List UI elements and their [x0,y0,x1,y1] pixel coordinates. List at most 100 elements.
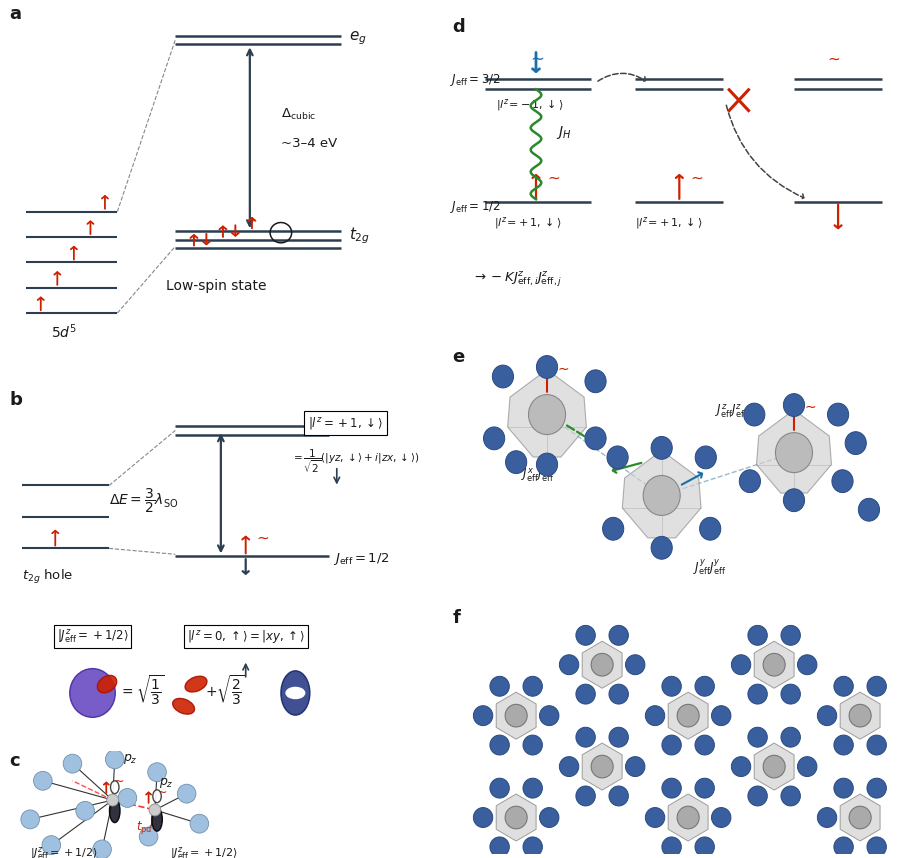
Circle shape [490,676,509,696]
Circle shape [662,778,681,798]
Circle shape [603,517,624,541]
Circle shape [797,757,817,776]
Circle shape [505,807,527,829]
Text: $=\dfrac{1}{\sqrt{2}}(|yz,\downarrow\rangle+i|zx,\downarrow\rangle)$: $=\dfrac{1}{\sqrt{2}}(|yz,\downarrow\ran… [292,447,420,475]
Circle shape [662,837,681,857]
Text: b: b [10,391,22,409]
Circle shape [776,432,813,473]
Circle shape [743,403,765,426]
Text: $\sim$: $\sim$ [154,784,167,797]
Text: $\sim$: $\sim$ [112,774,125,787]
Circle shape [118,789,137,807]
Circle shape [732,757,751,776]
Circle shape [867,778,886,798]
Circle shape [748,684,768,704]
Circle shape [76,801,94,820]
Circle shape [523,837,543,857]
Text: $|J^z_{\rm eff}=+1/2\rangle$: $|J^z_{\rm eff}=+1/2\rangle$ [57,628,129,645]
Circle shape [817,705,837,726]
Circle shape [781,684,800,704]
Circle shape [783,489,805,511]
Polygon shape [496,794,536,841]
Circle shape [576,786,595,806]
Circle shape [149,804,161,816]
Circle shape [585,370,606,393]
Circle shape [93,840,112,858]
Text: $\sim$: $\sim$ [802,399,817,413]
Circle shape [609,625,628,645]
Text: c: c [9,752,20,770]
Circle shape [867,676,886,696]
Text: $|l^z=0,\uparrow\rangle=|xy,\uparrow\rangle$: $|l^z=0,\uparrow\rangle=|xy,\uparrow\ran… [186,628,305,644]
Polygon shape [754,743,794,790]
Text: $|J^z_{\rm eff}=+1/2\rangle$: $|J^z_{\rm eff}=+1/2\rangle$ [31,844,98,858]
Text: $\sim$: $\sim$ [824,51,841,65]
Circle shape [644,475,680,516]
Text: $\sim$: $\sim$ [527,48,544,66]
Circle shape [33,771,52,790]
Circle shape [712,705,731,726]
Circle shape [473,705,493,726]
Circle shape [490,778,509,798]
Text: $t_{2g}$ hole: $t_{2g}$ hole [22,568,74,586]
Text: $|l^z=+1,\downarrow\rangle$: $|l^z=+1,\downarrow\rangle$ [308,415,383,431]
Ellipse shape [281,671,310,716]
Text: f: f [452,609,460,627]
Circle shape [140,827,158,846]
Circle shape [651,437,672,459]
Circle shape [763,755,785,778]
Polygon shape [754,641,794,688]
Circle shape [585,427,606,450]
Circle shape [834,735,853,755]
Text: $t_{\rm pd}$: $t_{\rm pd}$ [136,819,152,837]
Circle shape [712,807,731,827]
Text: e: e [452,348,464,366]
Circle shape [651,536,672,559]
Circle shape [781,786,800,806]
Circle shape [695,735,715,755]
Text: $|l^z\!=\!-1,\downarrow\rangle$: $|l^z\!=\!-1,\downarrow\rangle$ [496,98,563,113]
Text: $\sim$: $\sim$ [688,170,705,184]
Text: $\Delta E=\dfrac{3}{2}\lambda_{\rm SO}$: $\Delta E=\dfrac{3}{2}\lambda_{\rm SO}$ [109,486,178,515]
Text: $|l^z\!=\!+1,\downarrow\rangle$: $|l^z\!=\!+1,\downarrow\rangle$ [494,215,562,231]
Circle shape [748,728,768,747]
Polygon shape [582,641,622,688]
Circle shape [849,807,871,829]
Circle shape [539,705,559,726]
Circle shape [763,654,785,676]
Circle shape [817,807,837,827]
Circle shape [834,837,853,857]
Polygon shape [582,743,622,790]
Circle shape [490,735,509,755]
Circle shape [506,450,526,474]
Circle shape [748,786,768,806]
Circle shape [560,655,579,674]
Circle shape [645,807,665,827]
Circle shape [63,754,82,773]
Text: $p_z$: $p_z$ [159,776,174,790]
Circle shape [732,655,751,674]
Polygon shape [668,692,708,740]
Polygon shape [496,692,536,740]
Ellipse shape [153,789,161,803]
Circle shape [483,427,505,450]
Text: $J^y_{\rm eff}J^y_{\rm eff}$: $J^y_{\rm eff}J^y_{\rm eff}$ [693,558,725,577]
Text: $J^x_{\rm eff}J^x_{\rm eff}$: $J^x_{\rm eff}J^x_{\rm eff}$ [520,467,554,485]
Circle shape [528,395,565,434]
Circle shape [781,625,800,645]
Ellipse shape [70,668,115,717]
Text: ~3–4 eV: ~3–4 eV [281,137,338,150]
Text: $J_H$: $J_H$ [556,124,572,141]
Text: $J_{\rm eff}=3/2$: $J_{\rm eff}=3/2$ [333,420,389,435]
Circle shape [523,778,543,798]
Circle shape [827,403,849,426]
Circle shape [576,728,595,747]
Circle shape [105,750,124,769]
Circle shape [677,704,699,727]
Circle shape [523,735,543,755]
Text: $\Delta_{\rm cubic}$: $\Delta_{\rm cubic}$ [281,107,316,122]
Ellipse shape [185,676,207,692]
Circle shape [834,778,853,798]
Circle shape [832,470,853,492]
Circle shape [695,676,715,696]
